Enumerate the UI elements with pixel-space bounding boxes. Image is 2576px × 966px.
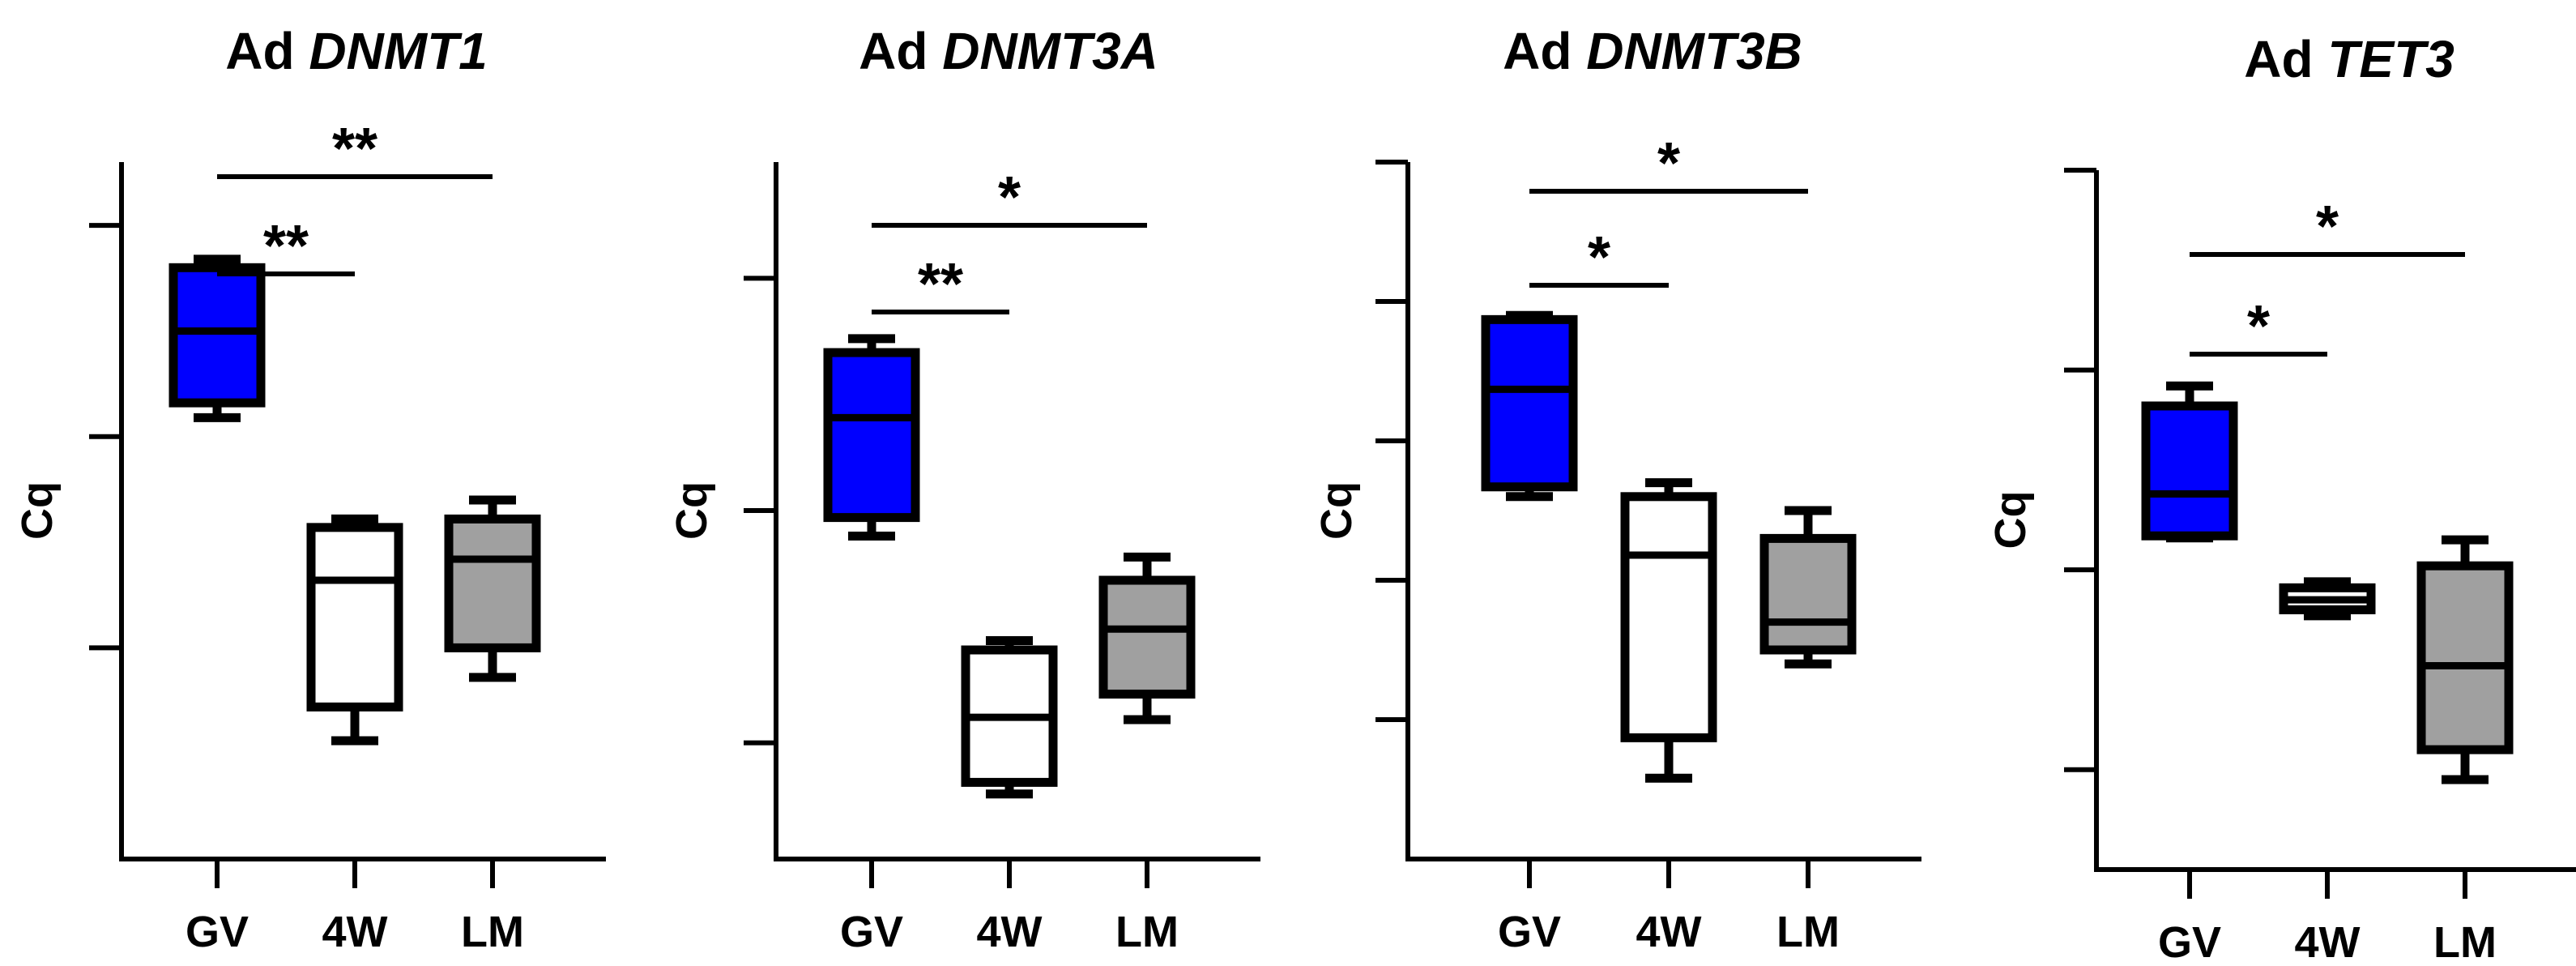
chart-title-gene: DNMT3B <box>1586 22 1802 80</box>
chart-title-prefix: Ad <box>1503 22 1586 80</box>
box-iqr <box>1620 492 1717 742</box>
chart-title-gene: DNMT3A <box>942 22 1158 80</box>
chart-title: Ad TET3 <box>2244 30 2454 88</box>
chart-title: Ad DNMT3B <box>1503 22 1802 80</box>
chart-title-prefix: Ad <box>859 22 942 80</box>
box-4w <box>2279 577 2376 621</box>
box-lm <box>444 495 541 682</box>
box-gv <box>2141 381 2238 543</box>
box-4w <box>1620 478 1717 783</box>
box-iqr <box>1098 575 1196 699</box>
box-lm <box>2416 535 2514 784</box>
significance-stars: ** <box>918 252 963 317</box>
significance-gv-4w: ** <box>217 214 355 279</box>
significance-stars: ** <box>263 214 309 279</box>
significance-stars: * <box>2247 294 2270 359</box>
significance-gv-4w: ** <box>872 252 1009 317</box>
box-4w <box>961 636 1058 799</box>
box-4w <box>306 514 403 746</box>
significance-stars: * <box>2316 194 2339 259</box>
chart-title-prefix: Ad <box>225 22 309 80</box>
chart-title: Ad DNMT1 <box>225 22 488 80</box>
box-gv <box>168 254 266 422</box>
y-axis-label: Cq <box>1986 491 2035 549</box>
significance-stars: * <box>998 165 1021 230</box>
chart-title-gene: TET3 <box>2327 30 2454 88</box>
chart-panel-dnmt3b: Ad DNMT3B Cq GV 4W LM * * <box>1312 22 1921 956</box>
chart-title: Ad DNMT3A <box>859 22 1158 80</box>
box-iqr <box>2141 401 2238 541</box>
significance-stars: * <box>1657 131 1680 196</box>
box-iqr <box>306 523 403 712</box>
x-tick-label: 4W <box>1636 908 1702 956</box>
box-iqr <box>2416 561 2514 754</box>
significance-gv-4w: * <box>2190 294 2327 359</box>
y-axis-label: Cq <box>1312 481 1361 540</box>
x-tick-label: 4W <box>977 908 1043 956</box>
box-gv <box>1481 310 1578 502</box>
chart-panel-dnmt1: Ad DNMT1 Cq GV 4W LM ** ** <box>13 22 606 956</box>
box-iqr <box>168 263 266 408</box>
significance-stars: * <box>1588 225 1610 290</box>
x-tick-label: GV <box>840 908 903 956</box>
x-tick-label: 4W <box>322 908 388 956</box>
chart-panel-tet3: Ad TET3 Cq GV 4W LM * * <box>1986 30 2576 966</box>
x-tick-label: LM <box>2433 918 2497 966</box>
x-tick-label: 4W <box>2295 918 2361 966</box>
significance-gv-lm: * <box>1529 131 1808 196</box>
box-iqr <box>823 348 920 523</box>
significance-gv-lm: ** <box>217 117 493 182</box>
box-lm <box>1759 506 1857 669</box>
x-tick-label: GV <box>2158 918 2221 966</box>
significance-gv-lm: * <box>872 165 1147 230</box>
box-iqr <box>444 514 541 652</box>
x-tick-label: LM <box>1776 908 1840 956</box>
y-axis-label: Cq <box>13 481 62 540</box>
box-iqr <box>1759 533 1857 655</box>
x-tick-label: LM <box>1115 908 1179 956</box>
box-gv <box>823 334 920 541</box>
box-iqr <box>1481 314 1578 492</box>
x-tick-label: LM <box>461 908 524 956</box>
box-lm <box>1098 552 1196 724</box>
chart-title-gene: DNMT1 <box>309 22 487 80</box>
significance-stars: ** <box>332 117 377 182</box>
significance-gv-lm: * <box>2190 194 2465 259</box>
chart-title-prefix: Ad <box>2244 30 2327 88</box>
significance-gv-4w: * <box>1529 225 1669 290</box>
y-axis-label: Cq <box>667 481 716 540</box>
x-tick-label: GV <box>186 908 249 956</box>
x-tick-label: GV <box>1498 908 1561 956</box>
